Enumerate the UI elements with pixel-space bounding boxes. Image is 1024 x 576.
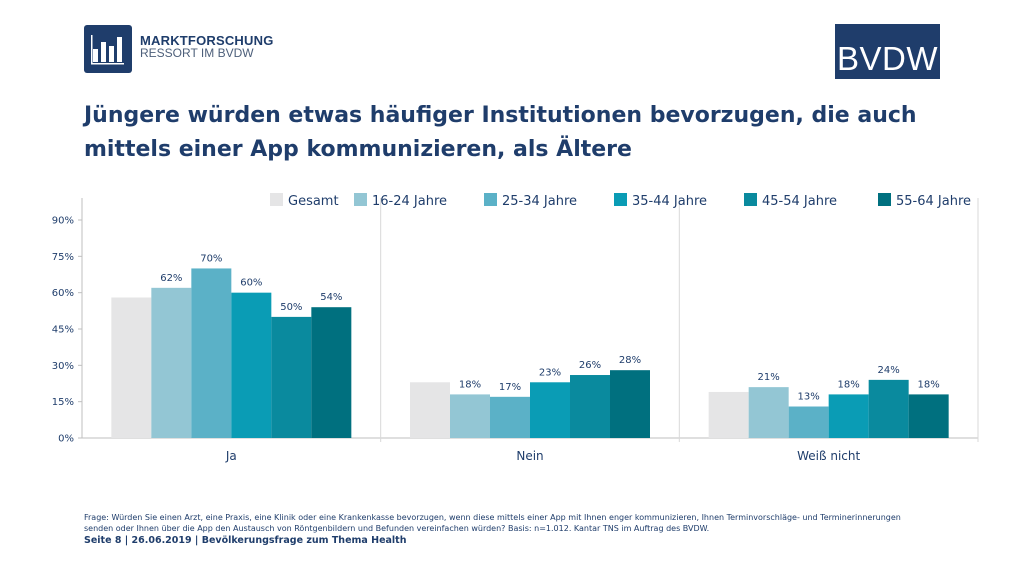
data-label: 70% — [200, 253, 222, 264]
y-tick-label: 45% — [52, 325, 74, 336]
bar — [828, 394, 869, 438]
footnote: Frage: Würden Sie einen Arzt, eine Praxi… — [84, 513, 901, 533]
data-label: 60% — [240, 278, 262, 289]
logo-line-1: MARKTFORSCHUNG — [140, 33, 274, 48]
bar — [151, 287, 192, 438]
marktforschung-logo-icon — [84, 25, 132, 73]
bar — [111, 297, 152, 438]
y-tick-label: 75% — [52, 252, 74, 263]
y-tick-label: 15% — [52, 397, 74, 408]
legend-label: 45-54 Jahre — [762, 194, 837, 209]
y-tick-label: 0% — [58, 434, 74, 445]
data-label: 54% — [320, 292, 342, 303]
bar — [410, 382, 450, 438]
data-label: 24% — [878, 365, 900, 376]
data-label: 17% — [499, 382, 521, 393]
bar — [530, 382, 570, 438]
y-tick-label: 30% — [52, 361, 74, 372]
data-label: 28% — [619, 355, 641, 366]
footer: Seite 8 | 26.06.2019 | Bevölkerungsfrage… — [84, 535, 407, 546]
data-label: 18% — [459, 379, 481, 390]
bar — [908, 394, 949, 438]
page-title: Jüngere würden etwas häufiger Institutio… — [84, 103, 917, 162]
bar — [231, 292, 272, 438]
bar — [610, 370, 650, 438]
data-label: 21% — [758, 372, 780, 383]
bvdw-logo-text: BVDW — [837, 40, 938, 77]
bar — [490, 396, 530, 438]
x-category-label: Nein — [516, 449, 543, 463]
logo-line-2: RESSORT IM BVDW — [140, 46, 254, 60]
legend-swatch — [878, 193, 891, 206]
data-label: 18% — [918, 379, 940, 390]
legend-swatch — [614, 193, 627, 206]
bar — [748, 387, 789, 438]
bar — [450, 394, 490, 438]
data-label: 13% — [798, 392, 820, 403]
legend-label: 16-24 Jahre — [372, 194, 447, 209]
legend-swatch — [270, 193, 283, 206]
bar — [788, 406, 829, 438]
bar — [570, 375, 610, 438]
legend-swatch — [484, 193, 497, 206]
legend-label: Gesamt — [288, 194, 339, 209]
legend-label: 35-44 Jahre — [632, 194, 707, 209]
x-category-label: Ja — [225, 449, 237, 463]
bvdw-logo: BVDW — [835, 24, 940, 79]
data-label: 62% — [160, 273, 182, 284]
x-category-label: Weiß nicht — [797, 449, 860, 463]
data-label: 26% — [579, 360, 601, 371]
bar — [271, 316, 312, 438]
bar — [191, 268, 232, 438]
data-label: 50% — [280, 302, 302, 313]
data-label: 23% — [539, 367, 561, 378]
legend-swatch — [354, 193, 367, 206]
bar — [708, 391, 749, 438]
legend-label: 55-64 Jahre — [896, 194, 971, 209]
legend-swatch — [744, 193, 757, 206]
bar — [311, 307, 352, 438]
data-label: 18% — [838, 379, 860, 390]
y-tick-label: 90% — [52, 216, 74, 227]
marktforschung-logo-text: MARKTFORSCHUNG RESSORT IM BVDW — [140, 34, 274, 60]
y-tick-label: 60% — [52, 288, 74, 299]
legend-label: 25-34 Jahre — [502, 194, 577, 209]
bar — [868, 379, 909, 438]
